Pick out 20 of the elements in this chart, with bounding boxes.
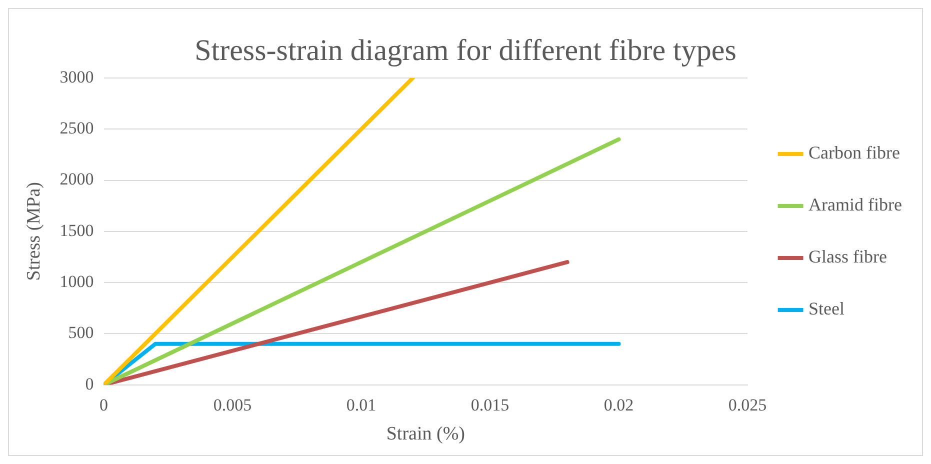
legend-label: Carbon fibre (808, 142, 900, 163)
x-tick-label: 0.015 (470, 395, 510, 414)
x-tick-label: 0.02 (604, 395, 634, 414)
y-axis-title: Stress (MPa) (23, 182, 44, 281)
y-tick-label: 2000 (60, 170, 94, 189)
x-tick-label: 0.01 (346, 395, 376, 414)
x-tick-label: 0.005 (213, 395, 252, 414)
y-tick-label: 1000 (60, 272, 94, 291)
y-tick-label: 2500 (60, 118, 94, 138)
legend-label: Steel (808, 298, 845, 319)
y-tick-label: 3000 (60, 67, 94, 86)
y-tick-label: 500 (68, 323, 94, 342)
x-tick-label: 0.025 (728, 395, 767, 414)
y-tick-label: 1500 (60, 220, 94, 240)
chart-title: Stress-strain diagram for different fibre types (194, 34, 736, 67)
x-axis-title: Strain (%) (386, 424, 465, 445)
x-tick-label: 0 (100, 395, 108, 414)
legend-label: Glass fibre (808, 246, 888, 267)
legend-label: Aramid fibre (808, 194, 902, 215)
y-tick-label: 0 (85, 374, 94, 394)
